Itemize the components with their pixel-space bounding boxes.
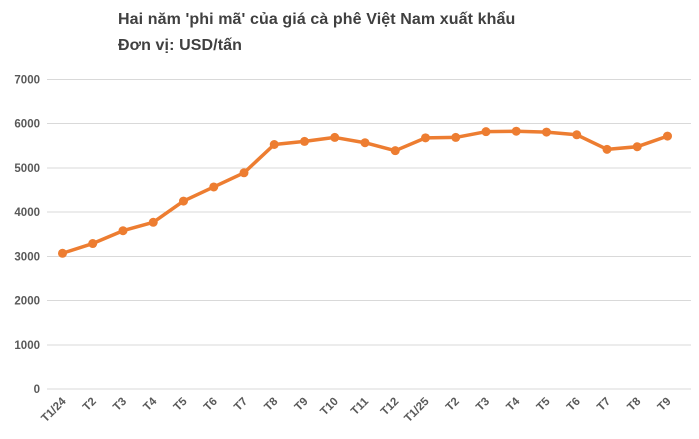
x-axis-tick-label: T1/25 [402,395,432,425]
x-axis-tick-label: T1/24 [39,395,69,425]
x-axis-tick-label: T10 [318,396,341,419]
data-point-marker [300,136,309,146]
data-point-marker [511,126,521,136]
x-axis-tick-label: T9 [293,396,311,414]
x-axis-tick-label: T4 [141,395,159,413]
data-point-marker [118,226,128,236]
data-point-marker [148,217,158,227]
x-axis-tick-label: T8 [625,395,643,413]
data-point-marker [572,130,582,140]
x-axis-tick-label: T2 [444,396,462,414]
y-axis-tick-label: 2000 [14,296,40,308]
x-axis-tick-label: T5 [535,395,553,413]
y-axis-tick-label: 1000 [14,340,40,352]
x-axis-tick-label: T3 [111,396,129,414]
x-axis-tick-label: T7 [595,396,613,414]
data-point-marker [481,127,491,137]
data-point-marker [663,131,672,141]
data-point-marker [209,182,219,192]
y-axis-tick-label: 7000 [14,75,40,87]
data-point-marker [390,146,400,156]
x-axis-tick-label: T6 [202,396,220,414]
x-axis-tick-label: T8 [262,395,280,413]
data-point-marker [179,196,188,206]
x-axis-tick-label: T6 [565,396,583,414]
price-series-line [60,129,670,256]
y-axis-tick-label: 6000 [14,119,40,131]
y-axis-tick-label: 4000 [14,207,40,219]
data-point-marker [602,144,612,154]
chart-subtitle: Đơn vị: USD/tấn [118,37,242,54]
x-axis-tick-label: T2 [81,396,99,414]
x-axis-tick-label: T12 [379,396,402,419]
chart-title: Hai năm 'phi mã' của giá cà phê Việt Nam… [118,11,516,28]
x-axis-tick-label: T7 [232,396,250,414]
x-axis-tick-label: T3 [474,396,492,414]
chart-header: Hai năm 'phi mã' của giá cà phê Việt Nam… [118,7,515,59]
x-axis-tick-label: T4 [504,395,522,413]
data-point-marker [632,142,642,152]
data-point-marker [421,133,430,143]
y-axis-tick-label: 0 [34,384,40,396]
x-axis-tick-label: T11 [349,395,371,417]
y-axis-tick-label: 3000 [14,251,40,263]
data-point-marker [330,132,340,142]
data-point-marker [88,239,98,249]
data-point-marker [239,168,249,178]
data-point-marker [269,139,279,149]
x-axis-tick-label: T5 [172,395,190,413]
data-point-marker [58,248,67,258]
x-axis-tick-label: T9 [656,396,674,414]
y-axis-tick-label: 5000 [14,163,40,175]
data-point-marker [360,138,370,148]
data-point-marker [451,132,461,142]
data-point-marker [542,127,551,137]
